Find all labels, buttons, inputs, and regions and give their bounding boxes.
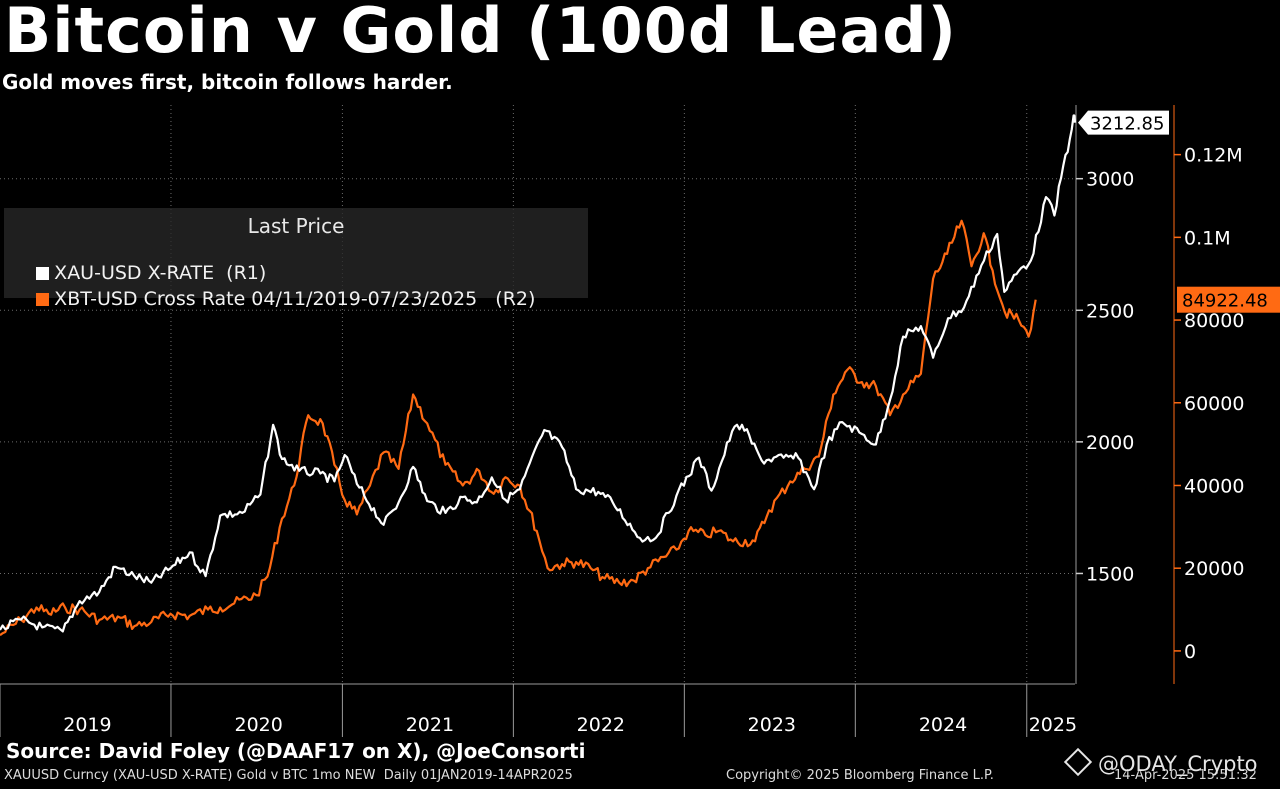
r1-tick-label: 3000 bbox=[1086, 169, 1134, 191]
legend-title: Last Price bbox=[247, 214, 345, 238]
timestamp: 14-Apr-2025 15:51:32 bbox=[1114, 768, 1257, 783]
r2-tick-label: 20000 bbox=[1184, 558, 1244, 580]
watermark-text: @ODAY_Crypto bbox=[1098, 752, 1258, 776]
copyright-note: Copyright© 2025 Bloomberg Finance L.P. bbox=[726, 768, 994, 783]
r2-tick-label: 0.1M bbox=[1184, 227, 1231, 249]
last-price-label-gold-bg bbox=[1078, 110, 1169, 135]
last-price-label-gold: 3212.85 bbox=[1090, 114, 1164, 135]
chart-subtitle: Gold moves first, bitcoin follows harder… bbox=[2, 70, 453, 94]
x-tick-label: 2023 bbox=[748, 714, 796, 736]
r1-tick-label: 2500 bbox=[1086, 300, 1134, 322]
legend: Last Price XAU-USD X-RATE (R1) XBT-USD C… bbox=[4, 208, 588, 310]
legend-swatch-bitcoin bbox=[36, 293, 50, 306]
legend-label-bitcoin: XBT-USD Cross Rate 04/11/2019-07/23/2025… bbox=[54, 288, 536, 310]
series-line-bitcoin bbox=[0, 219, 1037, 637]
chart-title: Bitcoin v Gold (100d Lead) bbox=[4, 0, 958, 67]
legend-item-bitcoin: XBT-USD Cross Rate 04/11/2019-07/23/2025… bbox=[12, 266, 535, 332]
x-tick-label: 2022 bbox=[577, 714, 625, 736]
x-tick-label: 2021 bbox=[406, 714, 454, 736]
source-note: Source: David Foley (@DAAF17 on X), @Joe… bbox=[6, 739, 586, 763]
last-price-label-bitcoin: 84922.48 bbox=[1182, 291, 1268, 312]
legend-swatch-gold bbox=[36, 267, 50, 280]
r1-tick-label: 1500 bbox=[1086, 563, 1134, 585]
r2-tick-label: 0 bbox=[1184, 641, 1196, 663]
legend-item-gold: XAU-USD X-RATE (R1) bbox=[12, 240, 266, 306]
binance-diamond-icon bbox=[1063, 747, 1093, 777]
r2-tick-label: 40000 bbox=[1184, 475, 1244, 497]
r2-tick-label: 60000 bbox=[1184, 393, 1244, 415]
r2-tick-label: 0.12M bbox=[1184, 145, 1243, 167]
series-line-gold bbox=[0, 114, 1077, 633]
watermark: @ODAY_Crypto bbox=[1063, 747, 1258, 777]
x-tick-label: 2020 bbox=[235, 714, 283, 736]
legend-label-gold: XAU-USD X-RATE (R1) bbox=[54, 262, 267, 284]
x-tick-label: 2019 bbox=[63, 714, 111, 736]
x-tick-label: 2024 bbox=[919, 714, 967, 736]
r1-tick-label: 2000 bbox=[1086, 432, 1134, 454]
x-tick-label: 2025 bbox=[1029, 714, 1077, 736]
last-price-label-bitcoin-bg bbox=[1177, 286, 1280, 313]
r2-tick-label: 80000 bbox=[1184, 310, 1244, 332]
security-description: XAUUSD Curncy (XAU-USD X-RATE) Gold v BT… bbox=[4, 768, 573, 783]
